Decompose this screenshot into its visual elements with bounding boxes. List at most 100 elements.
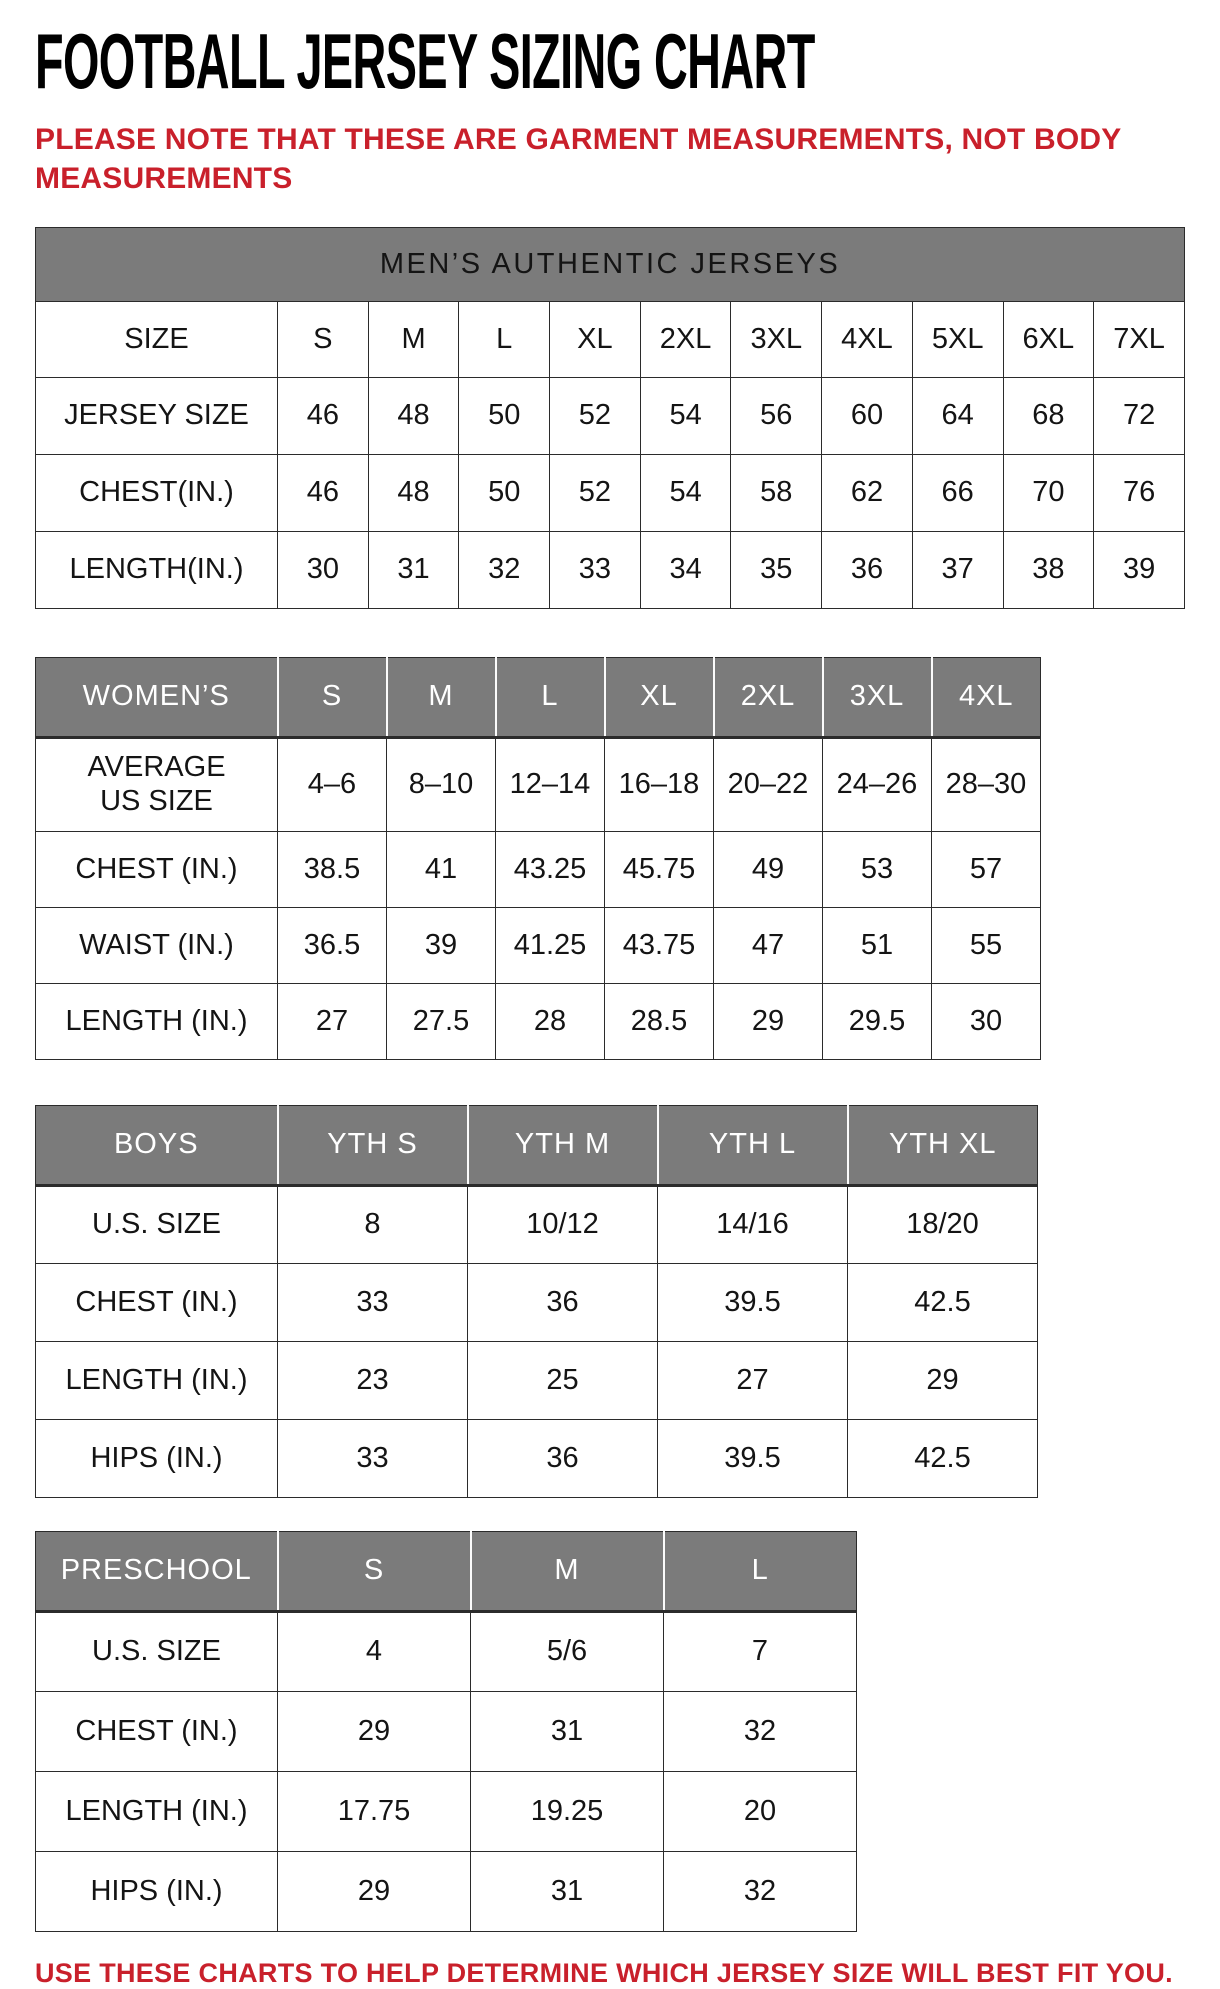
boys-sizing-table: BOYS YTH S YTH M YTH L YTH XL U.S. SIZE 8 10/12… xyxy=(35,1104,1038,1498)
preschool-cell-value: 7 xyxy=(663,1610,857,1692)
mens-cell-value: 31 xyxy=(367,530,460,609)
mens-column-header: 6XL xyxy=(1002,300,1095,378)
mens-header-row: SIZE S M L XL 2XL 3XL 4XL 5XL 6XL 7XL xyxy=(35,300,1185,378)
boys-data-row: HIPS (IN.) 33 36 39.5 42.5 xyxy=(35,1418,1038,1498)
boys-data-row: LENGTH (IN.) 23 25 27 29 xyxy=(35,1340,1038,1420)
boys-data-row: CHEST (IN.) 33 36 39.5 42.5 xyxy=(35,1262,1038,1342)
womens-cell-value: 38.5 xyxy=(277,830,387,908)
womens-header-label: WOMEN’S xyxy=(35,656,278,739)
womens-cell-value: 8–10 xyxy=(386,736,496,832)
mens-cell-value: 38 xyxy=(1002,530,1095,609)
boys-cell-value: 29 xyxy=(847,1340,1038,1420)
boys-cell-value: 42.5 xyxy=(847,1262,1038,1342)
womens-cell-value: 4–6 xyxy=(277,736,387,832)
mens-banner-row: MEN’S AUTHENTIC JERSEYS xyxy=(35,226,1185,302)
womens-row-label: WAIST (IN.) xyxy=(35,906,278,984)
mens-cell-value: 46 xyxy=(277,376,369,455)
mens-banner: MEN’S AUTHENTIC JERSEYS xyxy=(35,226,1185,302)
mens-cell-value: 76 xyxy=(1093,453,1185,532)
mens-cell-value: 30 xyxy=(277,530,369,609)
womens-cell-value: 43.25 xyxy=(495,830,605,908)
womens-cell-value: 47 xyxy=(713,906,823,984)
boys-cell-value: 33 xyxy=(277,1418,468,1498)
mens-cell-value: 36 xyxy=(821,530,913,609)
mens-column-header: S xyxy=(277,300,369,378)
preschool-cell-value: 32 xyxy=(663,1690,857,1772)
boys-row-label: HIPS (IN.) xyxy=(35,1418,278,1498)
page-title: FOOTBALL JERSEY SIZING CHART xyxy=(35,17,815,105)
womens-row-label: CHEST (IN.) xyxy=(35,830,278,908)
preschool-data-row: LENGTH (IN.) 17.75 19.25 20 xyxy=(35,1770,857,1852)
preschool-cell-value: 20 xyxy=(663,1770,857,1852)
boys-cell-value: 18/20 xyxy=(847,1184,1038,1264)
mens-column-header: 2XL xyxy=(639,300,732,378)
mens-column-header: 7XL xyxy=(1093,300,1185,378)
womens-row-label: LENGTH (IN.) xyxy=(35,982,278,1060)
mens-cell-value: 39 xyxy=(1093,530,1185,609)
boys-cell-value: 39.5 xyxy=(657,1418,848,1498)
womens-table-section: WOMEN’S S M L XL 2XL 3XL 4XL AVERAGE US SIZE 4–6 8… xyxy=(35,656,1190,1060)
womens-cell-value: 41.25 xyxy=(495,906,605,984)
mens-column-header: 3XL xyxy=(730,300,823,378)
mens-cell-value: 68 xyxy=(1002,376,1095,455)
preschool-cell-value: 4 xyxy=(277,1610,471,1692)
preschool-header-label: PRESCHOOL xyxy=(35,1530,278,1613)
womens-cell-value: 27.5 xyxy=(386,982,496,1060)
womens-cell-value: 30 xyxy=(931,982,1041,1060)
preschool-row-label: U.S. SIZE xyxy=(35,1610,278,1692)
boys-table-section: BOYS YTH S YTH M YTH L YTH XL U.S. SIZE 8 10/12… xyxy=(35,1104,1190,1498)
mens-cell-value: 58 xyxy=(730,453,823,532)
boys-cell-value: 42.5 xyxy=(847,1418,1038,1498)
womens-cell-value: 49 xyxy=(713,830,823,908)
womens-cell-value: 45.75 xyxy=(604,830,714,908)
mens-cell-value: 35 xyxy=(730,530,823,609)
mens-column-header: L xyxy=(458,300,551,378)
womens-column-header: 4XL xyxy=(930,656,1041,739)
garment-measurement-note: PLEASE NOTE THAT THESE ARE GARMENT MEASU… xyxy=(35,122,1121,196)
mens-row-label: LENGTH(IN.) xyxy=(35,530,278,609)
mens-cell-value: 56 xyxy=(730,376,823,455)
womens-sizing-table: WOMEN’S S M L XL 2XL 3XL 4XL AVERAGE US SIZE 4–6 8… xyxy=(35,656,1041,1060)
preschool-cell-value: 29 xyxy=(277,1690,471,1772)
womens-cell-value: 36.5 xyxy=(277,906,387,984)
womens-cell-value: 53 xyxy=(822,830,932,908)
mens-data-row: LENGTH(IN.) 30 31 32 33 34 35 36 37 38 39 xyxy=(35,530,1185,609)
boys-cell-value: 14/16 xyxy=(657,1184,848,1264)
boys-column-header: YTH M xyxy=(466,1104,658,1187)
preschool-row-label: LENGTH (IN.) xyxy=(35,1770,278,1852)
boys-header-row: BOYS YTH S YTH M YTH L YTH XL xyxy=(35,1104,1038,1187)
womens-cell-value: 39 xyxy=(386,906,496,984)
mens-cell-value: 54 xyxy=(639,453,732,532)
boys-cell-value: 39.5 xyxy=(657,1262,848,1342)
womens-cell-value: 41 xyxy=(386,830,496,908)
mens-cell-value: 34 xyxy=(639,530,732,609)
mens-column-header: XL xyxy=(549,300,641,378)
womens-column-header: M xyxy=(385,656,496,739)
womens-cell-value: 28.5 xyxy=(604,982,714,1060)
preschool-header-row: PRESCHOOL S M L xyxy=(35,1530,857,1613)
boys-row-label: CHEST (IN.) xyxy=(35,1262,278,1342)
mens-cell-value: 48 xyxy=(367,376,460,455)
preschool-cell-value: 5/6 xyxy=(470,1610,664,1692)
mens-row-label: CHEST(IN.) xyxy=(35,453,278,532)
womens-cell-value: 27 xyxy=(277,982,387,1060)
footer-note: USE THESE CHARTS TO HELP DETERMINE WHICH… xyxy=(35,1957,1173,1988)
womens-cell-value: 20–22 xyxy=(713,736,823,832)
mens-cell-value: 48 xyxy=(367,453,460,532)
womens-cell-value: 43.75 xyxy=(604,906,714,984)
preschool-table-section: PRESCHOOL S M L U.S. SIZE 4 5/6 7 CHEST (IN.) 29 3… xyxy=(35,1530,1190,1932)
mens-cell-value: 32 xyxy=(458,530,551,609)
preschool-data-row: HIPS (IN.) 29 31 32 xyxy=(35,1850,857,1932)
boys-column-header: YTH XL xyxy=(846,1104,1038,1187)
mens-column-header: 4XL xyxy=(821,300,913,378)
womens-cell-value: 16–18 xyxy=(604,736,714,832)
boys-column-header: YTH L xyxy=(656,1104,848,1187)
preschool-column-header: S xyxy=(276,1530,471,1613)
preschool-cell-value: 31 xyxy=(470,1850,664,1932)
mens-cell-value: 33 xyxy=(549,530,641,609)
mens-cell-value: 62 xyxy=(821,453,913,532)
boys-row-label: U.S. SIZE xyxy=(35,1184,278,1264)
womens-row-label: AVERAGE US SIZE xyxy=(35,736,278,832)
mens-row-label: JERSEY SIZE xyxy=(35,376,278,455)
boys-cell-value: 36 xyxy=(467,1262,658,1342)
